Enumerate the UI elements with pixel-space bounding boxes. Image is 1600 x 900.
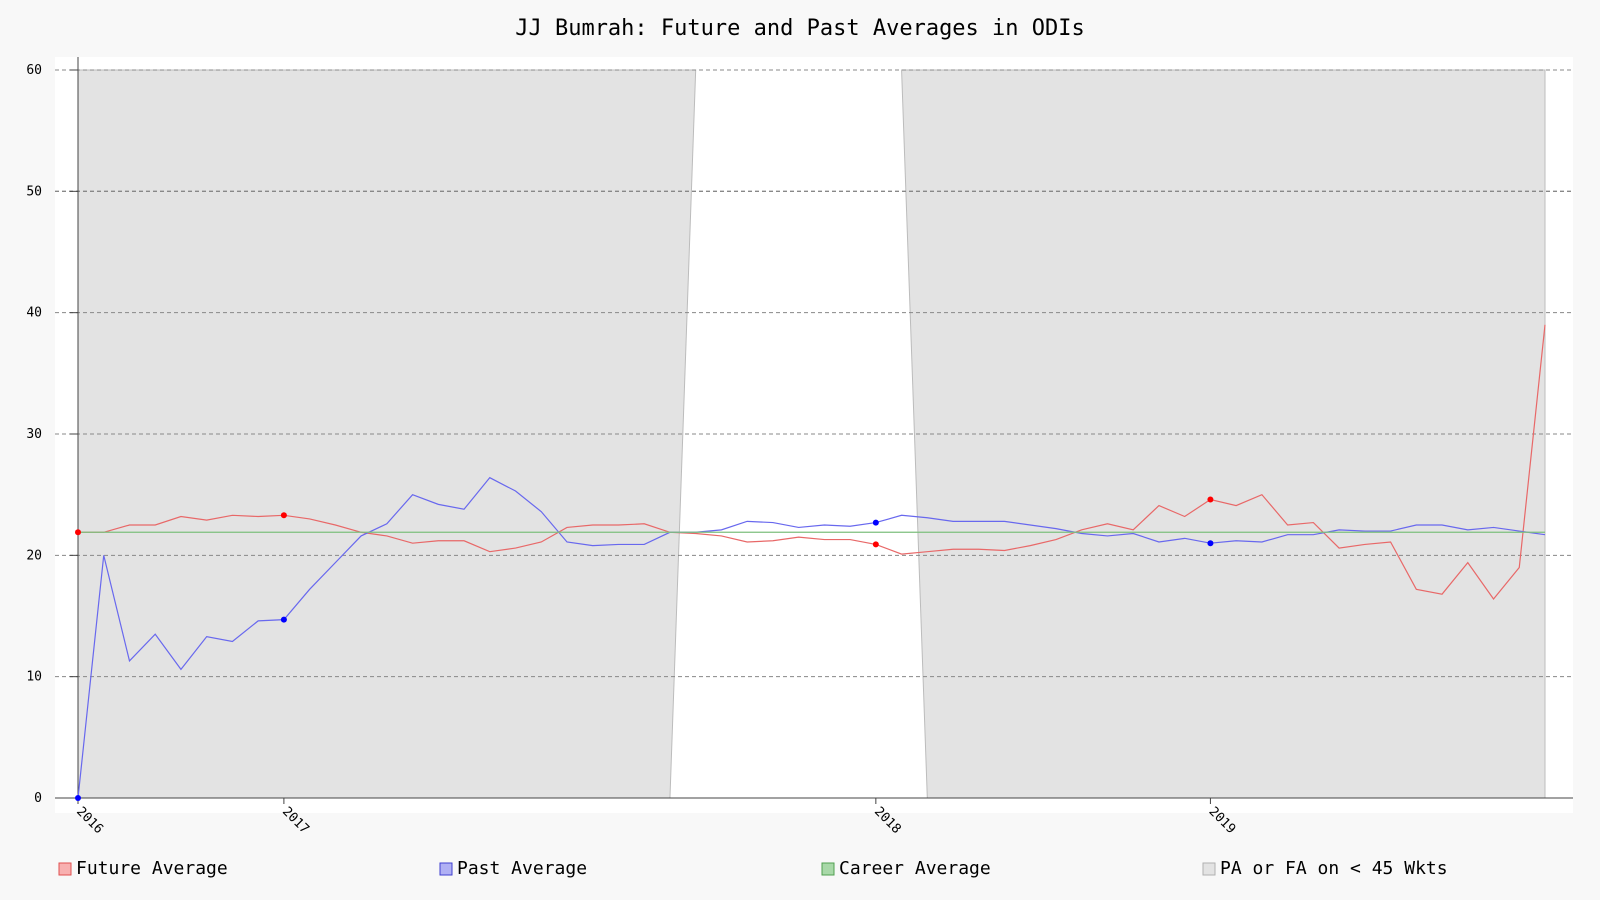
marker-future-8: [280, 512, 287, 519]
gridlines: [55, 69, 1573, 678]
marker-past-0: [75, 795, 81, 801]
y-tick-label-20: 20: [26, 548, 42, 563]
y-tick-label-60: 60: [26, 63, 42, 78]
marker-future-44: [1207, 496, 1214, 503]
y-tick-label-0: 0: [34, 791, 42, 806]
legend-label-future: Future Average: [76, 858, 228, 879]
marker-past-44: [1207, 540, 1214, 547]
legend-label-shade: PA or FA on < 45 Wkts: [1220, 858, 1448, 879]
legend-swatch-career: [821, 862, 835, 876]
legend-swatch-shade: [1202, 862, 1216, 876]
y-tick-labels: 0 10 20 30 40 50 60: [26, 63, 78, 806]
series-line-future: [78, 324, 1546, 601]
chart-title: JJ Bumrah: Future and Past Averages in O…: [515, 16, 1085, 41]
y-tick-label-10: 10: [26, 670, 42, 685]
series: [77, 324, 1546, 799]
highlight-markers: [75, 496, 1214, 801]
y-tick-label-40: 40: [26, 306, 42, 321]
legend-swatch-future: [58, 862, 72, 876]
legend-label-career: Career Average: [839, 858, 991, 879]
marker-past-31: [872, 519, 879, 526]
legend-label-past: Past Average: [457, 858, 587, 879]
y-tick-label-30: 30: [26, 427, 42, 442]
marker-future-31: [872, 541, 879, 548]
legend: Future Average Past Average Career Average…: [58, 858, 1448, 879]
y-tick-label-50: 50: [26, 184, 42, 199]
marker-past-8: [280, 616, 287, 623]
marker-future-0: [75, 529, 81, 536]
legend-swatch-past: [439, 862, 453, 876]
series-line-past: [77, 476, 1546, 799]
